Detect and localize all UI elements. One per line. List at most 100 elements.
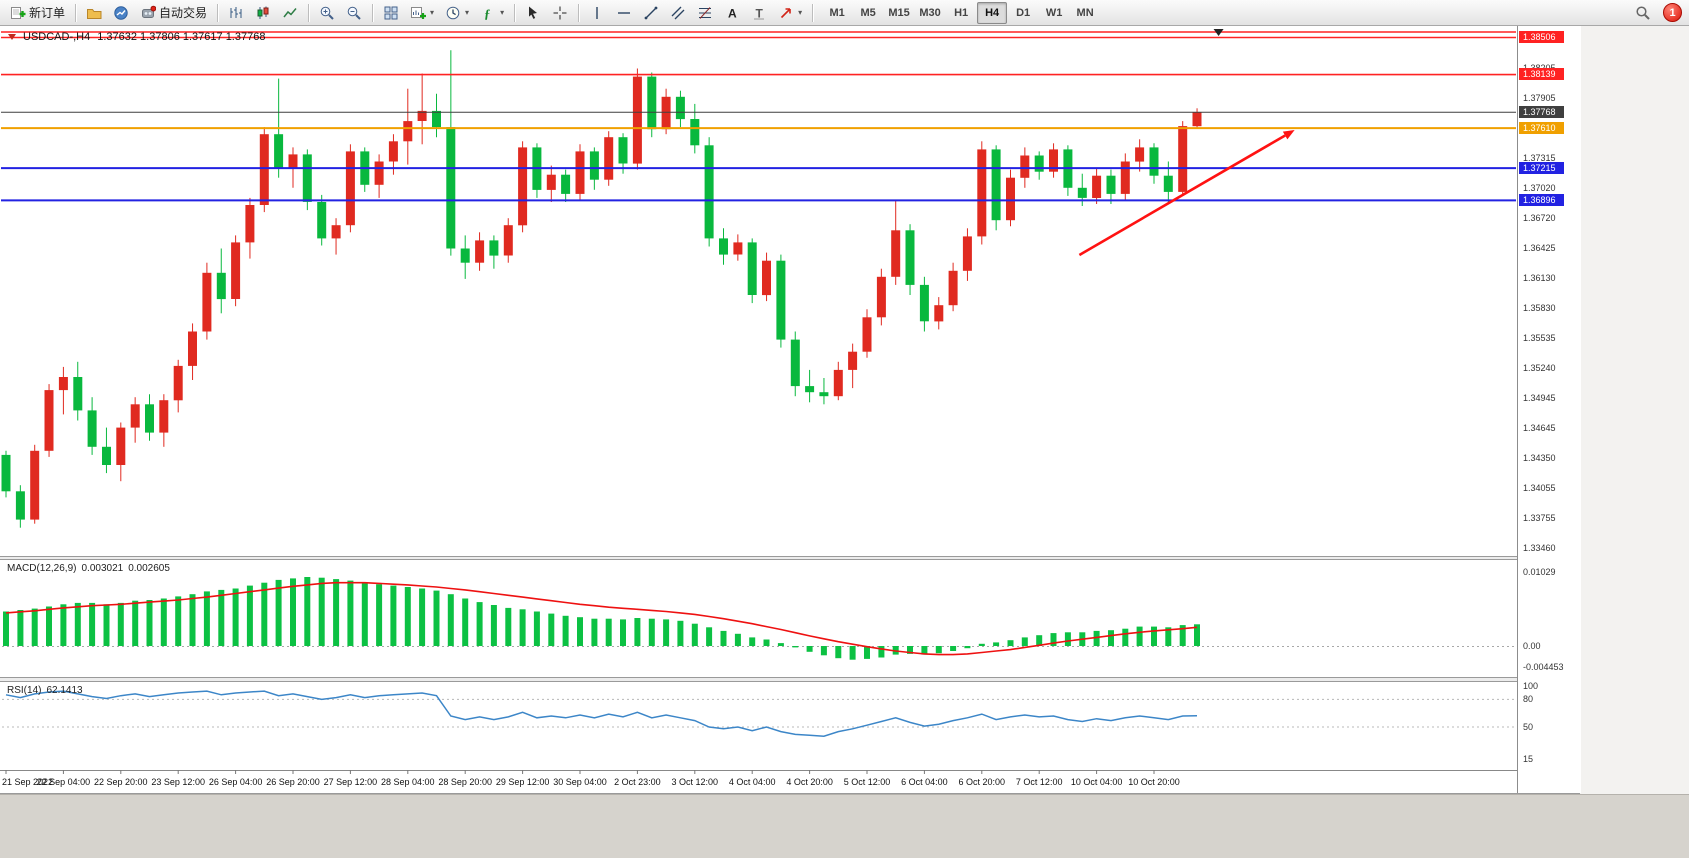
candle-body (790, 339, 800, 387)
price-tick-label: 1.34945 (1523, 392, 1556, 403)
time-label: 23 Sep 12:00 (151, 777, 205, 787)
timeframe-button-h1[interactable]: H1 (954, 6, 969, 19)
bars-chart-icon (230, 6, 242, 18)
candle-body (589, 151, 599, 180)
timeframe-button-m15[interactable]: M15 (888, 6, 910, 19)
text-label-button[interactable]: T (746, 1, 772, 25)
chart-canvas[interactable] (0, 26, 1517, 793)
macd-histogram-bar (763, 639, 770, 646)
notification-badge[interactable]: 1 (1663, 3, 1682, 22)
macd-histogram-bar (1108, 630, 1114, 646)
macd-histogram-bar (246, 585, 253, 646)
new-order-button[interactable]: 新订单 (5, 1, 70, 25)
price-scale[interactable]: 1.38205 1.37905 1.37315 1.37020 1.36720 1.364… (1517, 26, 1581, 793)
macd-histogram-bar (777, 643, 784, 646)
candle-body (130, 404, 140, 428)
time-periods-button[interactable]: ▾ (440, 1, 474, 25)
candle-body (432, 110, 441, 128)
rsi-line (5, 690, 1198, 737)
search-icon (1636, 5, 1650, 20)
macd-histogram-bar (361, 582, 368, 646)
candle-body (231, 242, 241, 299)
timeframe-button-mn[interactable]: MN (1076, 6, 1094, 19)
candle-body (446, 127, 456, 249)
candle-body (159, 400, 169, 433)
vertical-line-button[interactable] (584, 1, 610, 25)
candle-body (1020, 155, 1030, 178)
arrows-tool-button[interactable]: ▾ (773, 1, 807, 25)
macd-histogram-bar (160, 598, 167, 646)
price-tick-label: 1.37905 (1523, 93, 1556, 104)
svg-text:ƒ: ƒ (484, 6, 491, 21)
candle-body (489, 240, 499, 256)
macd-histogram-bar (907, 646, 913, 654)
timeframe-button-m5[interactable]: M5 (860, 6, 876, 19)
macd-histogram-bar (376, 584, 383, 646)
macd-histogram-bar (677, 620, 684, 646)
candle-body (948, 270, 958, 306)
macd-histogram-bar (117, 602, 124, 646)
cursor-button[interactable] (520, 1, 546, 25)
price-level-tag: 1.37215 (1519, 161, 1564, 174)
timeframe-button-d1[interactable]: D1 (1016, 6, 1031, 19)
zoom-in-button[interactable] (314, 1, 340, 25)
macd-histogram-bar (1179, 625, 1186, 646)
candle-body (202, 272, 212, 332)
macd-histogram-bar (734, 633, 741, 646)
crosshair-button[interactable] (547, 1, 573, 25)
time-axis[interactable]: 21 Sep 2022 22 Sep 04:00 22 Sep 20:00 23 Se… (0, 770, 1517, 793)
trendline-button[interactable] (638, 1, 664, 25)
candle-body (331, 225, 341, 239)
macd-histogram-bar (950, 646, 957, 651)
rsi-scale-label: 50 (1523, 722, 1534, 732)
time-label: 28 Sep 20:00 (438, 777, 492, 787)
market-watch-button[interactable] (108, 1, 134, 25)
one-click-trading-icon[interactable] (8, 34, 16, 40)
price-tick-label: 1.36720 (1523, 213, 1556, 224)
fibonacci-button[interactable] (692, 1, 718, 25)
macd-histogram-bar (3, 611, 9, 646)
candle-body (302, 154, 312, 202)
tile-windows-button[interactable] (378, 1, 404, 25)
zoom-out-button[interactable] (341, 1, 367, 25)
cursor-icon (529, 6, 538, 19)
candle-body (833, 369, 843, 397)
workspace-background (1580, 26, 1689, 794)
time-label: 6 Oct 04:00 (901, 777, 948, 787)
equidistant-channel-button[interactable] (665, 1, 691, 25)
macd-params: (12,26,9) (36, 563, 77, 574)
timeframe-button-w1[interactable]: W1 (1045, 6, 1063, 19)
candles-chart-button[interactable] (250, 1, 276, 25)
timeframe-button-m1[interactable]: M1 (829, 6, 845, 19)
autotrading-button[interactable]: 自动交易 (135, 1, 212, 25)
text-button[interactable]: A (719, 1, 745, 25)
candle-body (891, 230, 901, 277)
macd-histogram-bar (318, 577, 325, 646)
macd-histogram-bar (562, 615, 569, 646)
time-label: 4 Oct 20:00 (786, 777, 833, 787)
timeframe-button-m30[interactable]: M30 (919, 6, 941, 19)
indicators-button[interactable]: ƒ ▾ (475, 1, 509, 25)
search-button[interactable] (1630, 1, 1656, 25)
macd-histogram-bar (1093, 630, 1100, 646)
market-watch-icon (114, 5, 128, 20)
price-tick-label: 1.33460 (1523, 542, 1556, 553)
candle-body (719, 238, 728, 255)
new-chart-icon (411, 6, 427, 19)
timeframe-button-h4[interactable]: H4 (977, 1, 1008, 24)
line-chart-button[interactable] (277, 1, 303, 25)
new-chart-button[interactable]: ▾ (405, 1, 439, 25)
macd-histogram-bar (548, 613, 555, 646)
candle-body (417, 110, 427, 121)
horizontal-line-button[interactable] (611, 1, 637, 25)
macd-histogram-bar (89, 602, 96, 646)
profiles-button[interactable] (81, 1, 107, 25)
text-icon: A (728, 6, 737, 20)
macd-scale-label: 0.00 (1523, 641, 1541, 651)
candle-body (747, 242, 757, 295)
candle-body (962, 236, 972, 271)
macd-main-value: 0.003021 (81, 563, 124, 574)
macd-histogram-bar (103, 604, 110, 646)
candle-body (403, 121, 413, 142)
bars-chart-button[interactable] (223, 1, 249, 25)
